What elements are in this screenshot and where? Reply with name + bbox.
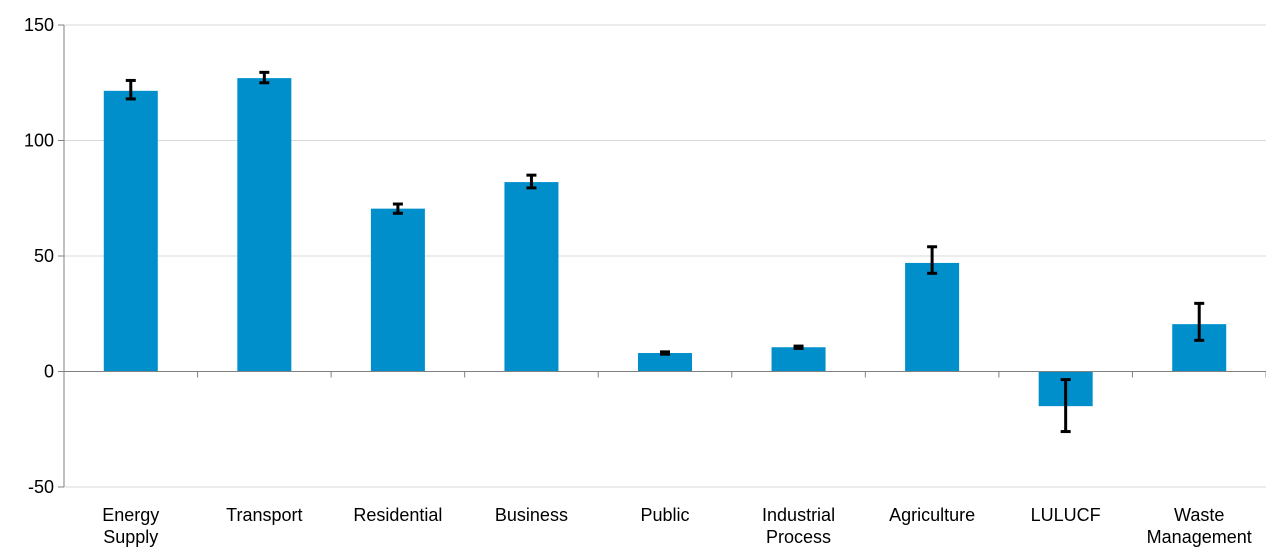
x-category-label: Business (495, 505, 568, 525)
y-tick-label: 0 (44, 362, 54, 382)
error-bar (392, 202, 403, 215)
bar (237, 78, 292, 372)
x-category-label-line: Public (640, 505, 689, 525)
y-tick-label: 50 (34, 246, 54, 266)
y-tick-labels: -50 0 50 100 150 (24, 15, 54, 497)
error-bar (259, 70, 270, 85)
x-category-label: Transport (226, 505, 302, 525)
x-category-label-line: Agriculture (889, 505, 975, 525)
error-bar (927, 245, 938, 275)
bar (103, 90, 158, 372)
error-bar (1194, 301, 1205, 342)
x-category-label-line: LULUCF (1031, 505, 1101, 525)
x-category-label-line: Residential (353, 505, 442, 525)
bar (771, 347, 826, 372)
x-category-label: Waste Management (1147, 505, 1252, 547)
y-tick-label: 100 (24, 131, 54, 151)
x-category-label: LULUCF (1031, 505, 1101, 525)
x-category-label: Industrial Process (762, 505, 835, 547)
y-tick-label: -50 (28, 477, 54, 497)
x-category-label: Agriculture (889, 505, 975, 525)
axes (58, 24, 1266, 488)
bar (504, 182, 559, 372)
error-bar (1060, 378, 1071, 434)
error-bar (125, 78, 136, 101)
error-bar (660, 350, 670, 356)
bar (638, 353, 692, 372)
error-bars (125, 70, 1205, 434)
bar (370, 208, 425, 372)
x-category-label: Public (640, 505, 689, 525)
x-category-labels: Energy Supply Transport Residential Business… (102, 505, 1252, 547)
x-category-label-line: Supply (103, 527, 158, 547)
error-bar (793, 344, 804, 350)
x-category-label-line: Business (495, 505, 568, 525)
x-category-label-line: Management (1147, 527, 1252, 547)
error-bar (526, 173, 537, 190)
x-category-label: Residential (353, 505, 442, 525)
bar (905, 262, 960, 372)
x-category-label: Energy Supply (102, 505, 159, 547)
x-category-label-line: Industrial (762, 505, 835, 525)
x-category-label-line: Energy (102, 505, 159, 525)
x-category-label-line: Transport (226, 505, 302, 525)
bars (103, 78, 1227, 407)
x-category-label-line: Waste (1174, 505, 1224, 525)
x-category-label-line: Process (766, 527, 831, 547)
y-tick-label: 150 (24, 15, 54, 35)
